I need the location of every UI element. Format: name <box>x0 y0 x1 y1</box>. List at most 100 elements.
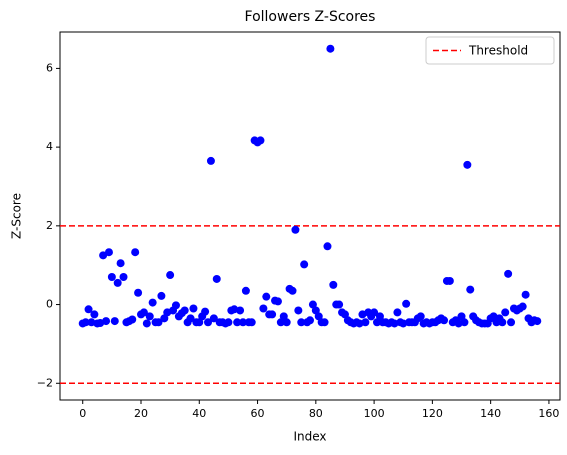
point <box>288 286 297 295</box>
point <box>306 316 314 325</box>
point <box>204 318 213 327</box>
x-tick-label: 20 <box>134 407 148 420</box>
point <box>131 248 140 257</box>
point <box>128 315 137 324</box>
point <box>145 312 154 321</box>
x-tick-label: 160 <box>538 407 559 420</box>
point <box>533 317 542 326</box>
point <box>247 318 256 327</box>
point <box>116 259 125 268</box>
x-tick-label: 100 <box>364 407 385 420</box>
point <box>297 318 306 327</box>
point <box>361 318 370 327</box>
point <box>326 44 335 53</box>
point <box>279 312 288 321</box>
point <box>262 292 271 301</box>
point <box>463 160 472 169</box>
x-axis-label: Index <box>293 430 326 444</box>
x-tick-label: 0 <box>79 407 86 420</box>
point <box>195 318 204 327</box>
point <box>238 318 247 327</box>
point <box>291 225 300 234</box>
point <box>311 306 320 315</box>
point <box>90 310 99 319</box>
point <box>460 318 469 327</box>
point <box>209 314 218 323</box>
x-tick-label: 140 <box>480 407 501 420</box>
point <box>134 288 143 297</box>
point <box>160 314 169 323</box>
point <box>457 312 466 321</box>
point <box>113 278 122 287</box>
y-tick-label: 4 <box>46 140 53 153</box>
point <box>171 301 180 310</box>
point <box>320 318 329 327</box>
point <box>212 274 221 283</box>
point <box>416 312 425 321</box>
legend-label: Threshold <box>468 44 528 58</box>
point <box>166 271 175 280</box>
point <box>507 318 516 327</box>
point <box>521 290 530 299</box>
point <box>276 318 285 327</box>
point <box>314 312 323 321</box>
point <box>154 318 163 327</box>
point <box>142 319 151 328</box>
y-tick-label: 6 <box>46 61 53 74</box>
y-tick-label: 2 <box>46 219 53 232</box>
x-tick-label: 80 <box>309 407 323 420</box>
point <box>189 304 198 313</box>
point <box>440 316 449 325</box>
point <box>498 318 507 327</box>
point <box>139 308 148 317</box>
point <box>402 299 411 308</box>
point <box>445 276 454 285</box>
point <box>104 248 113 257</box>
point <box>504 269 513 278</box>
point <box>241 286 250 295</box>
point <box>206 156 215 165</box>
point <box>148 298 157 307</box>
point <box>259 304 268 313</box>
point <box>308 300 317 309</box>
point <box>107 273 116 282</box>
point <box>466 285 475 294</box>
point <box>370 308 379 317</box>
point <box>180 306 189 315</box>
point <box>224 318 233 327</box>
point <box>282 318 291 327</box>
point <box>300 260 309 269</box>
point <box>518 302 527 311</box>
point <box>335 300 344 309</box>
point <box>340 310 349 319</box>
plot-area <box>59 31 561 401</box>
y-tick-label: 0 <box>46 298 53 311</box>
point <box>233 318 242 327</box>
point <box>236 306 245 315</box>
point <box>102 317 111 326</box>
point <box>501 308 510 317</box>
point <box>329 280 338 289</box>
y-axis-label: Z-Score <box>10 193 24 239</box>
point <box>268 310 277 319</box>
point <box>201 307 210 316</box>
x-tick-label: 60 <box>251 407 265 420</box>
point <box>256 136 265 145</box>
legend-box <box>425 36 555 65</box>
point <box>81 318 90 327</box>
point <box>84 305 93 314</box>
point <box>323 242 332 251</box>
point <box>373 318 382 327</box>
chart-title: Followers Z-Scores <box>245 9 376 25</box>
x-tick-label: 120 <box>422 407 443 420</box>
point <box>393 308 402 317</box>
point <box>157 291 166 300</box>
point <box>110 317 119 326</box>
point <box>294 306 303 315</box>
point <box>273 297 282 306</box>
point <box>119 273 128 282</box>
point <box>375 312 384 321</box>
point <box>186 314 195 323</box>
